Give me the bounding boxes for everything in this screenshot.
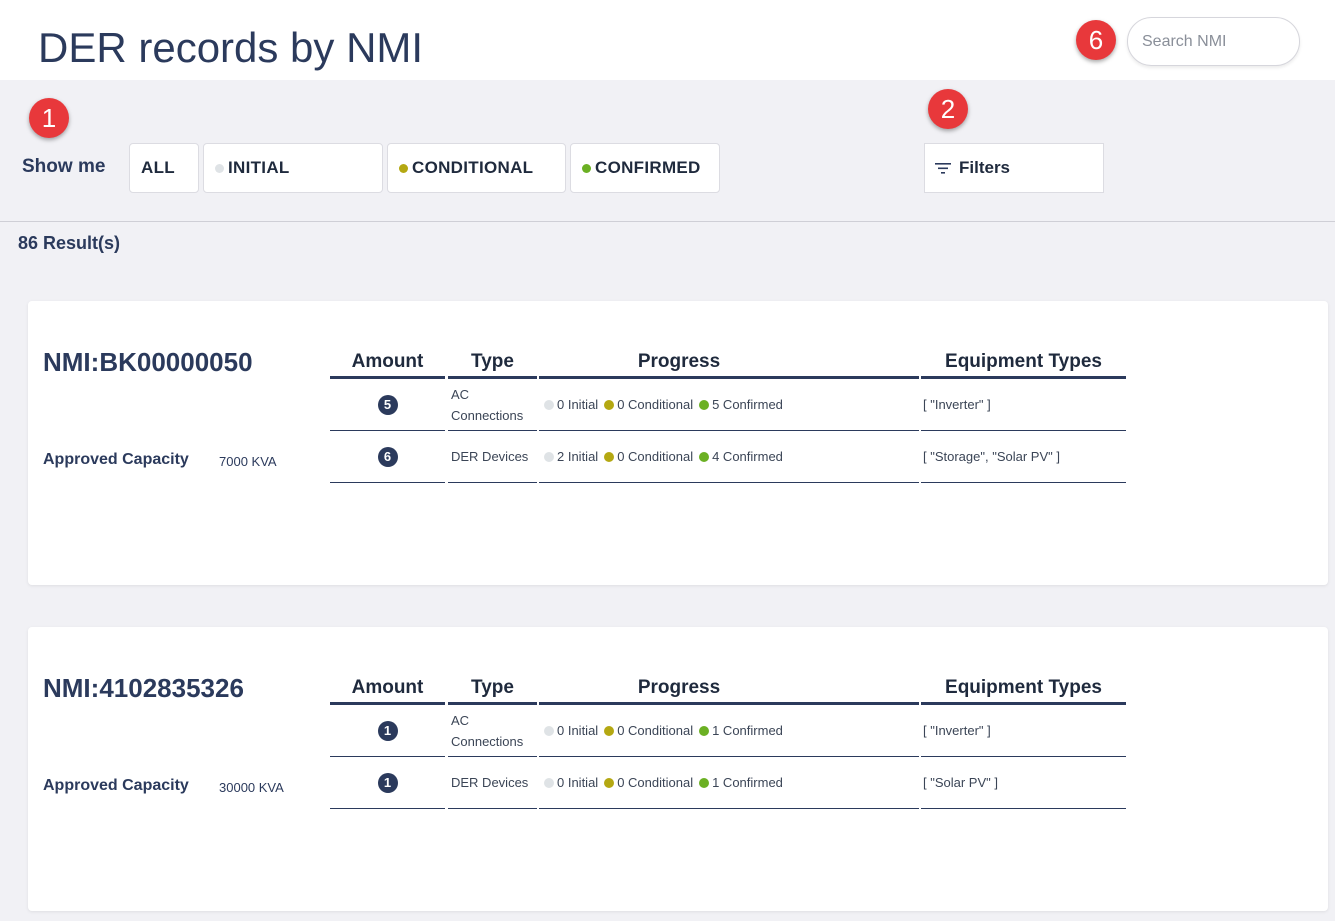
show-me-label: Show me	[22, 156, 106, 177]
conditional-dot-icon	[604, 452, 615, 462]
nmi-id: NMI:4102835326	[43, 673, 244, 703]
equipment-types-cell: [ "Inverter" ]	[921, 705, 1126, 757]
results-count: 86 Result(s)	[18, 233, 121, 253]
section-divider	[0, 221, 1335, 222]
filters-button[interactable]: Filters	[924, 143, 1104, 193]
filter-lines-icon	[935, 163, 951, 174]
confirmed-count: 1 Confirmed	[712, 723, 783, 738]
filter-chip-initial[interactable]: INITIAL	[203, 143, 383, 193]
annotation-marker-2: 2	[928, 89, 968, 129]
equipment-types-cell: [ "Solar PV" ]	[921, 757, 1126, 809]
nmi-record-card[interactable]: NMI:BK00000050 Approved Capacity 7000 KV…	[28, 301, 1328, 585]
conditional-dot-icon	[604, 778, 615, 788]
column-header-progress: Progress	[539, 675, 919, 705]
initial-count: 2 Initial	[557, 449, 599, 464]
confirmed-dot-icon	[699, 400, 710, 410]
chip-label: ALL	[141, 158, 175, 177]
type-cell: DER Devices	[448, 757, 537, 809]
initial-count: 0 Initial	[557, 775, 599, 790]
initial-dot-icon	[544, 400, 554, 410]
approved-capacity-value: 30000 KVA	[219, 780, 284, 795]
progress-cell: 0 Initial 0 Conditional 5 Confirmed	[539, 379, 919, 431]
amount-badge: 6	[377, 446, 398, 467]
amount-badge: 1	[377, 720, 398, 741]
annotation-marker-1: 1	[29, 98, 69, 138]
page-title: DER records by NMI	[38, 24, 424, 71]
confirmed-status-dot-icon	[582, 163, 591, 173]
amount-cell: 1	[330, 705, 445, 757]
initial-dot-icon	[544, 726, 554, 736]
conditional-dot-icon	[604, 726, 615, 736]
confirmed-dot-icon	[699, 726, 710, 736]
progress-cell: 0 Initial 0 Conditional 1 Confirmed	[539, 757, 919, 809]
column-header-amount: Amount	[330, 675, 445, 705]
top-bar: DER records by NMI	[0, 0, 1335, 80]
conditional-count: 0 Conditional	[617, 723, 694, 738]
initial-dot-icon	[544, 778, 554, 788]
equipment-types-cell: [ "Inverter" ]	[921, 379, 1126, 431]
type-line: DER Devices	[451, 775, 529, 790]
amount-cell: 5	[330, 379, 445, 431]
initial-dot-icon	[544, 452, 554, 462]
type-line: DER Devices	[451, 449, 529, 464]
nmi-id: NMI:BK00000050	[43, 347, 253, 377]
amount-cell: 1	[330, 757, 445, 809]
filter-chip-conditional[interactable]: CONDITIONAL	[387, 143, 566, 193]
column-header-amount: Amount	[330, 349, 445, 379]
amount-cell: 6	[330, 431, 445, 483]
column-header-equipment-types: Equipment Types	[921, 349, 1126, 379]
type-line: Connections	[451, 407, 524, 423]
filter-chip-confirmed[interactable]: CONFIRMED	[570, 143, 720, 193]
type-cell: DER Devices	[448, 431, 537, 483]
filters-button-label: Filters	[959, 158, 1011, 177]
type-cell: AC Connections	[448, 379, 537, 431]
amount-badge: 5	[377, 394, 398, 415]
chip-label: CONDITIONAL	[412, 158, 534, 177]
confirmed-count: 4 Confirmed	[712, 449, 783, 464]
confirmed-count: 5 Confirmed	[712, 397, 783, 412]
confirmed-dot-icon	[699, 778, 710, 788]
type-cell: AC Connections	[448, 705, 537, 757]
nmi-record-card[interactable]: NMI:4102835326 Approved Capacity 30000 K…	[28, 627, 1328, 911]
approved-capacity-label: Approved Capacity	[43, 777, 189, 794]
search-nmi-input[interactable]	[1127, 17, 1300, 66]
progress-cell: 0 Initial 0 Conditional 1 Confirmed	[539, 705, 919, 757]
type-line: Connections	[451, 733, 524, 749]
column-header-progress: Progress	[539, 349, 919, 379]
initial-count: 0 Initial	[557, 397, 599, 412]
column-header-type: Type	[448, 675, 537, 705]
progress-cell: 2 Initial 0 Conditional 4 Confirmed	[539, 431, 919, 483]
initial-count: 0 Initial	[557, 723, 599, 738]
conditional-count: 0 Conditional	[617, 449, 694, 464]
confirmed-dot-icon	[699, 452, 710, 462]
type-line: AC	[451, 386, 470, 402]
annotation-marker-6: 6	[1076, 20, 1116, 60]
chip-label: INITIAL	[228, 158, 290, 177]
approved-capacity-label: Approved Capacity	[43, 451, 189, 468]
amount-badge: 1	[377, 772, 398, 793]
approved-capacity-value: 7000 KVA	[219, 454, 277, 469]
filter-chip-all[interactable]: ALL	[129, 143, 199, 193]
type-line: AC	[451, 712, 470, 728]
conditional-count: 0 Conditional	[617, 397, 694, 412]
initial-status-dot-icon	[215, 163, 224, 173]
chip-label: CONFIRMED	[595, 158, 701, 177]
column-header-type: Type	[448, 349, 537, 379]
column-header-equipment-types: Equipment Types	[921, 675, 1126, 705]
conditional-status-dot-icon	[399, 163, 408, 173]
conditional-dot-icon	[604, 400, 615, 410]
confirmed-count: 1 Confirmed	[712, 775, 783, 790]
conditional-count: 0 Conditional	[617, 775, 694, 790]
equipment-types-cell: [ "Storage", "Solar PV" ]	[921, 431, 1126, 483]
